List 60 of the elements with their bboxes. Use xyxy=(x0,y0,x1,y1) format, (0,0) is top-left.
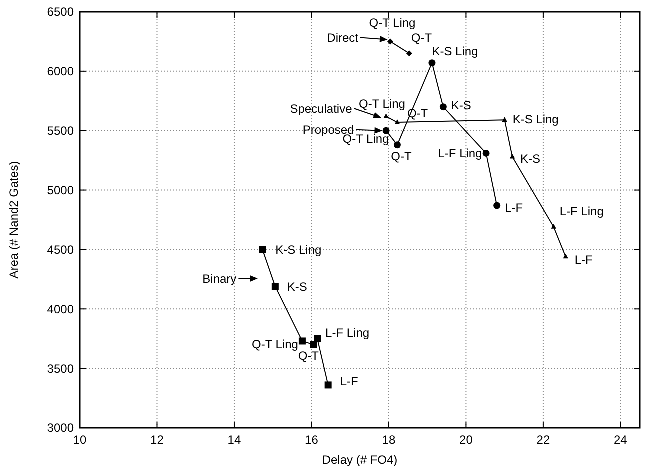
annotation: Proposed xyxy=(302,123,354,138)
x-tick-label: 24 xyxy=(614,433,628,447)
x-tick-label: 16 xyxy=(305,433,319,447)
y-tick-label: 4500 xyxy=(47,242,74,257)
annotation: L-F xyxy=(505,200,524,215)
point xyxy=(272,283,279,290)
point xyxy=(428,60,436,67)
annotation: K-S xyxy=(520,152,541,166)
point xyxy=(563,254,568,259)
annotation: Q-T xyxy=(411,30,433,45)
point xyxy=(388,38,394,45)
point xyxy=(502,117,508,122)
point xyxy=(482,150,490,157)
x-tick-label: 20 xyxy=(460,433,474,447)
y-tick-label: 6000 xyxy=(47,64,74,79)
x-tick-label: 18 xyxy=(382,433,396,447)
annotation: Speculative xyxy=(290,102,353,116)
point xyxy=(259,246,266,254)
point xyxy=(298,338,306,345)
annotation: K-S Ling xyxy=(512,112,559,126)
annotation: Direct xyxy=(327,30,360,45)
point xyxy=(314,335,322,342)
x-axis-title: Delay (# FO4) xyxy=(322,453,398,467)
point xyxy=(494,202,501,210)
y-tick-label: 3000 xyxy=(47,421,74,436)
annotation: K-S xyxy=(287,280,308,294)
annotation: L-F xyxy=(340,374,358,388)
point xyxy=(394,142,401,149)
annotation: Q-T xyxy=(298,349,320,363)
y-tick-label: 4000 xyxy=(47,302,74,316)
annotation: L-F Ling xyxy=(560,204,604,218)
annotation: L-F Ling xyxy=(438,146,482,161)
y-tick-label: 5500 xyxy=(47,124,74,138)
annotation: K-S Ling xyxy=(432,44,478,58)
annotation: L-F Ling xyxy=(326,326,370,340)
x-tick-label: 14 xyxy=(228,433,242,447)
point xyxy=(310,341,318,348)
annotation: Binary xyxy=(202,272,237,286)
point xyxy=(510,154,516,159)
x-tick-label: 10 xyxy=(73,433,87,447)
point xyxy=(551,224,556,229)
x-tick-label: 22 xyxy=(536,433,550,447)
annotation: Q-T Ling xyxy=(359,96,406,111)
point xyxy=(382,127,390,134)
y-tick-label: 6500 xyxy=(47,5,74,20)
x-tick-label: 12 xyxy=(150,433,164,447)
point xyxy=(384,114,389,118)
point xyxy=(394,120,400,124)
y-tick-label: 5000 xyxy=(47,183,74,198)
annotation: L-F xyxy=(574,253,593,268)
point xyxy=(440,104,447,111)
y-tick-label: 3500 xyxy=(47,362,74,376)
y-axis-title: Area (# Nand2 Gates) xyxy=(7,161,21,279)
annotation: K-S Ling xyxy=(276,242,322,257)
point xyxy=(406,50,412,57)
point xyxy=(324,382,332,389)
annotation: Q-T Ling xyxy=(369,16,416,30)
annotation: K-S xyxy=(451,98,472,112)
annotation: Q-T xyxy=(391,149,412,164)
annotation: Q-T Ling xyxy=(252,337,298,352)
